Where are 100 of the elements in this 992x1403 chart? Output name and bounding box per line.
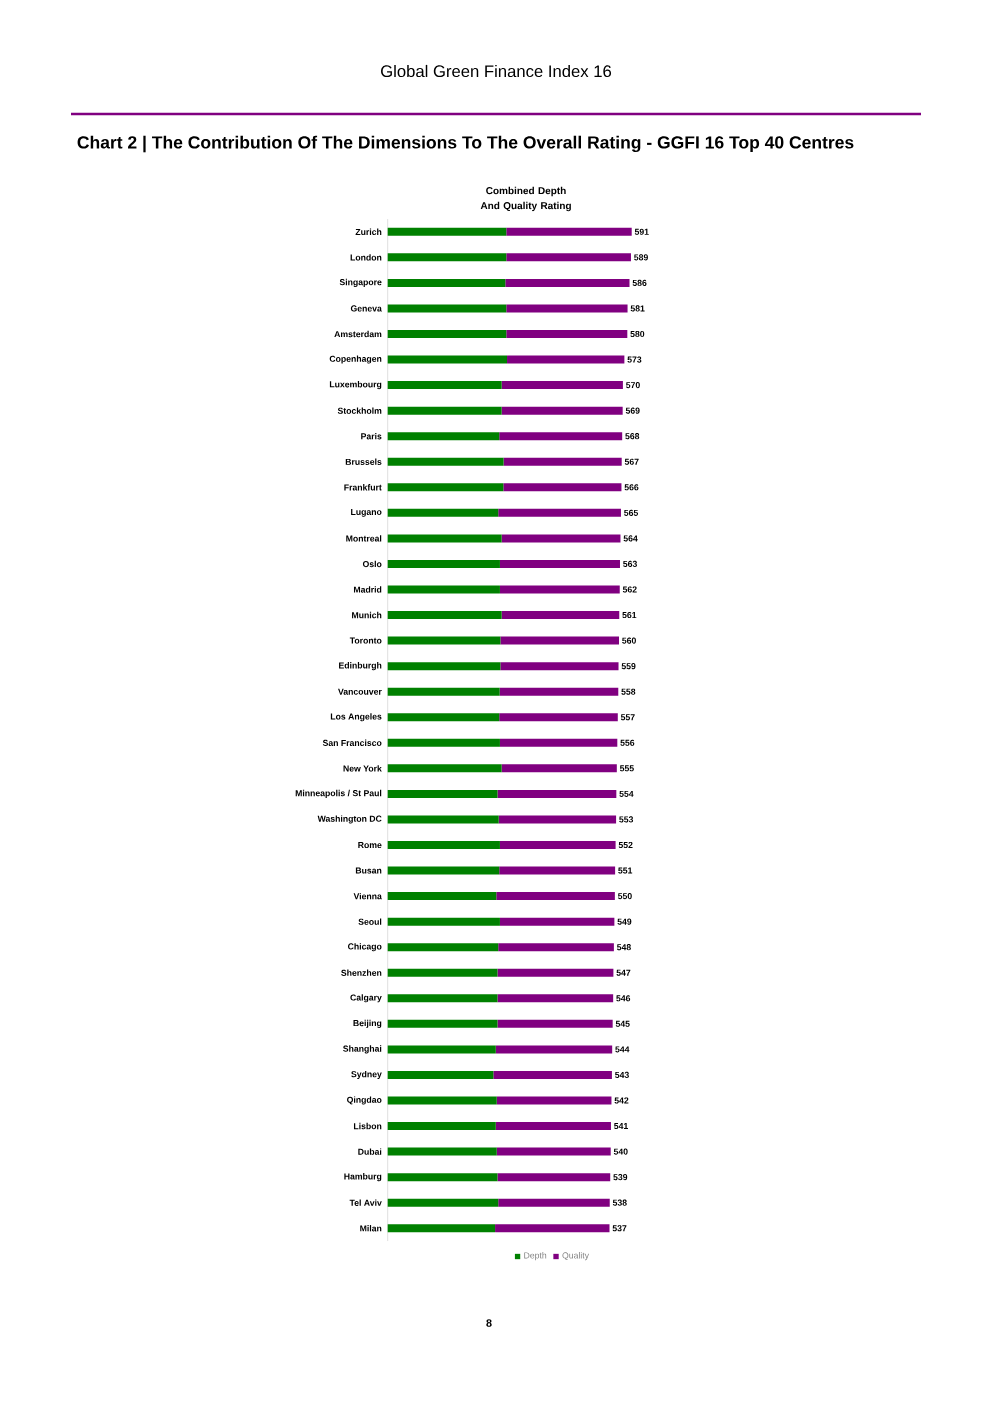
bar	[387, 1122, 496, 1131]
bar	[495, 1224, 610, 1233]
bar	[387, 355, 508, 364]
annotation: 563	[623, 560, 637, 568]
y-tick-label: Shenzhen	[341, 969, 382, 976]
bar	[387, 1198, 499, 1207]
legend-label: Depth	[524, 1252, 547, 1261]
bar	[499, 585, 620, 594]
y-tick-label: Sydney	[351, 1070, 382, 1079]
annotation: 549	[617, 918, 632, 925]
bar	[501, 381, 623, 390]
y-tick-label: Milan	[360, 1225, 382, 1232]
bar	[387, 764, 502, 773]
bar	[387, 227, 507, 236]
annotation: 566	[624, 484, 639, 491]
bar	[387, 917, 500, 926]
y-tick-label: Toronto	[349, 637, 382, 644]
text: 586	[632, 279, 647, 286]
bar	[387, 866, 500, 875]
bar	[496, 892, 615, 901]
y-tick-label: Beijing	[353, 1019, 382, 1028]
bar	[387, 278, 506, 287]
bar	[499, 687, 619, 696]
bar	[387, 1096, 497, 1105]
annotation: 555	[619, 765, 634, 772]
y-tick-label: Vienna	[353, 892, 382, 900]
bar	[497, 789, 617, 798]
annotation: 540	[613, 1148, 628, 1155]
bar	[500, 662, 619, 671]
annotation: 559	[621, 663, 636, 670]
text: 591	[634, 228, 649, 235]
bar	[387, 713, 500, 722]
bar	[498, 508, 621, 517]
bar	[387, 1147, 497, 1156]
bar	[387, 1045, 496, 1054]
bar	[387, 789, 498, 798]
annotation: 545	[615, 1020, 630, 1027]
y-tick-label: Qingdao	[347, 1096, 382, 1105]
y-tick-label: Munich	[352, 611, 382, 619]
annotation: 560	[622, 637, 636, 644]
y-tick-label: Montreal	[346, 535, 382, 542]
chart-subtitle: Combined Depth And Quality Rating	[480, 186, 571, 212]
annotation: 550	[617, 893, 632, 900]
y-tick-label: Minneapolis / St Paul	[295, 789, 382, 798]
y-tick-label: Chicago	[347, 943, 382, 952]
annotation: 573	[627, 356, 642, 363]
bar	[501, 534, 621, 543]
annotation: 557	[620, 714, 635, 721]
y-tick-label: Madrid	[353, 586, 382, 593]
bar	[387, 559, 500, 568]
annotation: 567	[624, 458, 639, 465]
bar	[387, 381, 502, 390]
y-tick-label: Edinburgh	[339, 662, 382, 671]
y-tick-label: Washington DC	[317, 815, 382, 824]
bar	[497, 994, 614, 1003]
bar	[506, 227, 632, 236]
bar	[498, 1198, 610, 1207]
bar	[507, 355, 625, 364]
bar	[499, 559, 620, 568]
annotation: 570	[626, 382, 640, 389]
annotation: 569	[625, 407, 640, 414]
y-tick-label: Los Angeles	[330, 713, 382, 722]
bar	[387, 1173, 498, 1182]
bar	[387, 1019, 498, 1028]
bar	[498, 943, 614, 952]
annotation: 554	[619, 790, 634, 797]
bar	[387, 508, 499, 517]
bar	[493, 1070, 612, 1079]
bar	[499, 738, 618, 747]
y-tick-label: Dubai	[358, 1148, 382, 1155]
annotation: 568	[625, 433, 640, 440]
y-tick-label: Lugano	[351, 508, 382, 517]
text: 589	[634, 254, 648, 261]
y-tick-label: Brussels	[345, 458, 382, 465]
y-tick-label: Busan	[355, 867, 382, 874]
annotation: 562	[622, 586, 637, 593]
annotation: 565	[624, 509, 639, 516]
bar	[503, 483, 622, 492]
bar	[387, 457, 504, 466]
annotation: 551	[618, 867, 633, 874]
y-tick-label: San Francisco	[322, 739, 382, 746]
bar	[387, 892, 497, 901]
bar	[387, 815, 499, 824]
bar	[499, 866, 616, 875]
bar	[499, 713, 618, 722]
y-tick-label: Vancouver	[338, 688, 382, 695]
annotation: 543	[615, 1071, 629, 1079]
y-tick-label: London	[350, 254, 382, 261]
y-tick-label: Zurich	[355, 228, 382, 235]
y-tick-label: Luxembourg	[329, 381, 382, 390]
bar	[387, 636, 501, 645]
bar	[499, 432, 623, 441]
bar	[387, 943, 499, 952]
bar	[496, 1147, 611, 1156]
legend-label: Quality	[562, 1252, 589, 1261]
annotation: 558	[621, 688, 636, 695]
annotation: 542	[614, 1097, 629, 1104]
y-tick-label: Paris	[361, 433, 382, 440]
bar	[387, 483, 504, 492]
annotation: 538	[612, 1199, 627, 1206]
